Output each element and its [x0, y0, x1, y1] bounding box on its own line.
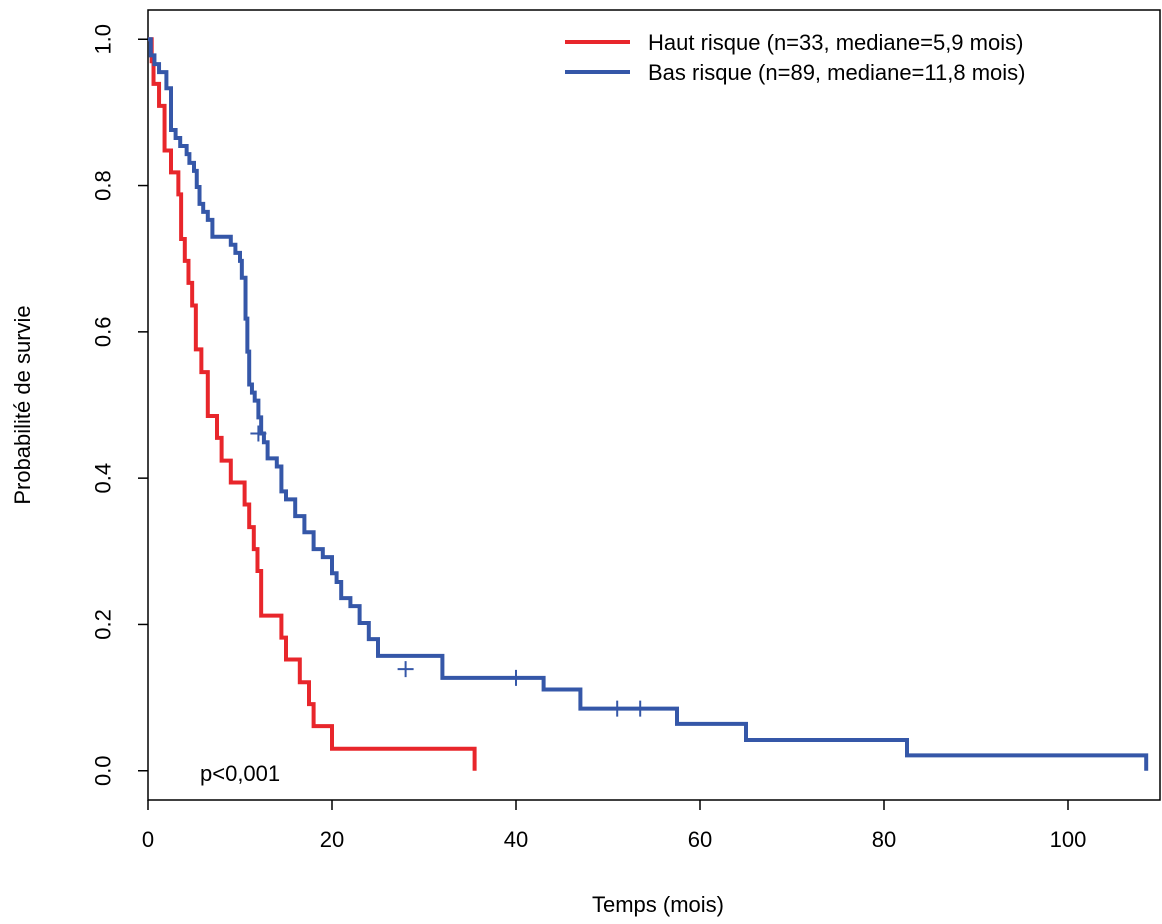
y-axis-title: Probabilité de survie [10, 305, 35, 504]
y-tick-label: 0.4 [91, 463, 116, 494]
plot-frame [147, 9, 1161, 801]
x-tick-label: 0 [142, 827, 154, 852]
censor-marks [250, 425, 649, 717]
y-axis: 0.0 0.2 0.4 0.6 0.8 1.0 [91, 24, 148, 786]
y-tick-label: 0.0 [91, 755, 116, 786]
censor-mark-bas-risque [609, 700, 626, 717]
y-tick-label: 0.8 [91, 170, 116, 201]
p-value-annotation: p<0,001 [200, 761, 280, 786]
x-axis-title: Temps (mois) [592, 892, 724, 917]
censor-mark-bas-risque [397, 661, 414, 678]
y-tick-label: 0.2 [91, 609, 116, 640]
x-tick-label: 100 [1050, 827, 1087, 852]
survival-curves [148, 37, 1149, 771]
x-tick-label: 80 [872, 827, 896, 852]
x-tick-label: 60 [688, 827, 712, 852]
legend-label-bas-risque: Bas risque (n=89, mediane=11,8 mois) [648, 60, 1025, 85]
censor-mark-bas-risque [632, 700, 649, 717]
x-axis: 0 20 40 60 80 100 [142, 800, 1086, 852]
curve-haut-risque [148, 37, 477, 771]
curve-bas-risque [148, 37, 1149, 771]
y-tick-label: 0.6 [91, 317, 116, 348]
censor-mark-bas-risque [508, 669, 524, 686]
censor-mark-bas-risque [250, 425, 267, 442]
legend: Haut risque (n=33, mediane=5,9 mois) Bas… [565, 30, 1025, 85]
x-tick-label: 20 [320, 827, 344, 852]
x-tick-label: 40 [504, 827, 528, 852]
legend-label-haut-risque: Haut risque (n=33, mediane=5,9 mois) [648, 30, 1023, 55]
y-tick-label: 1.0 [91, 24, 116, 55]
